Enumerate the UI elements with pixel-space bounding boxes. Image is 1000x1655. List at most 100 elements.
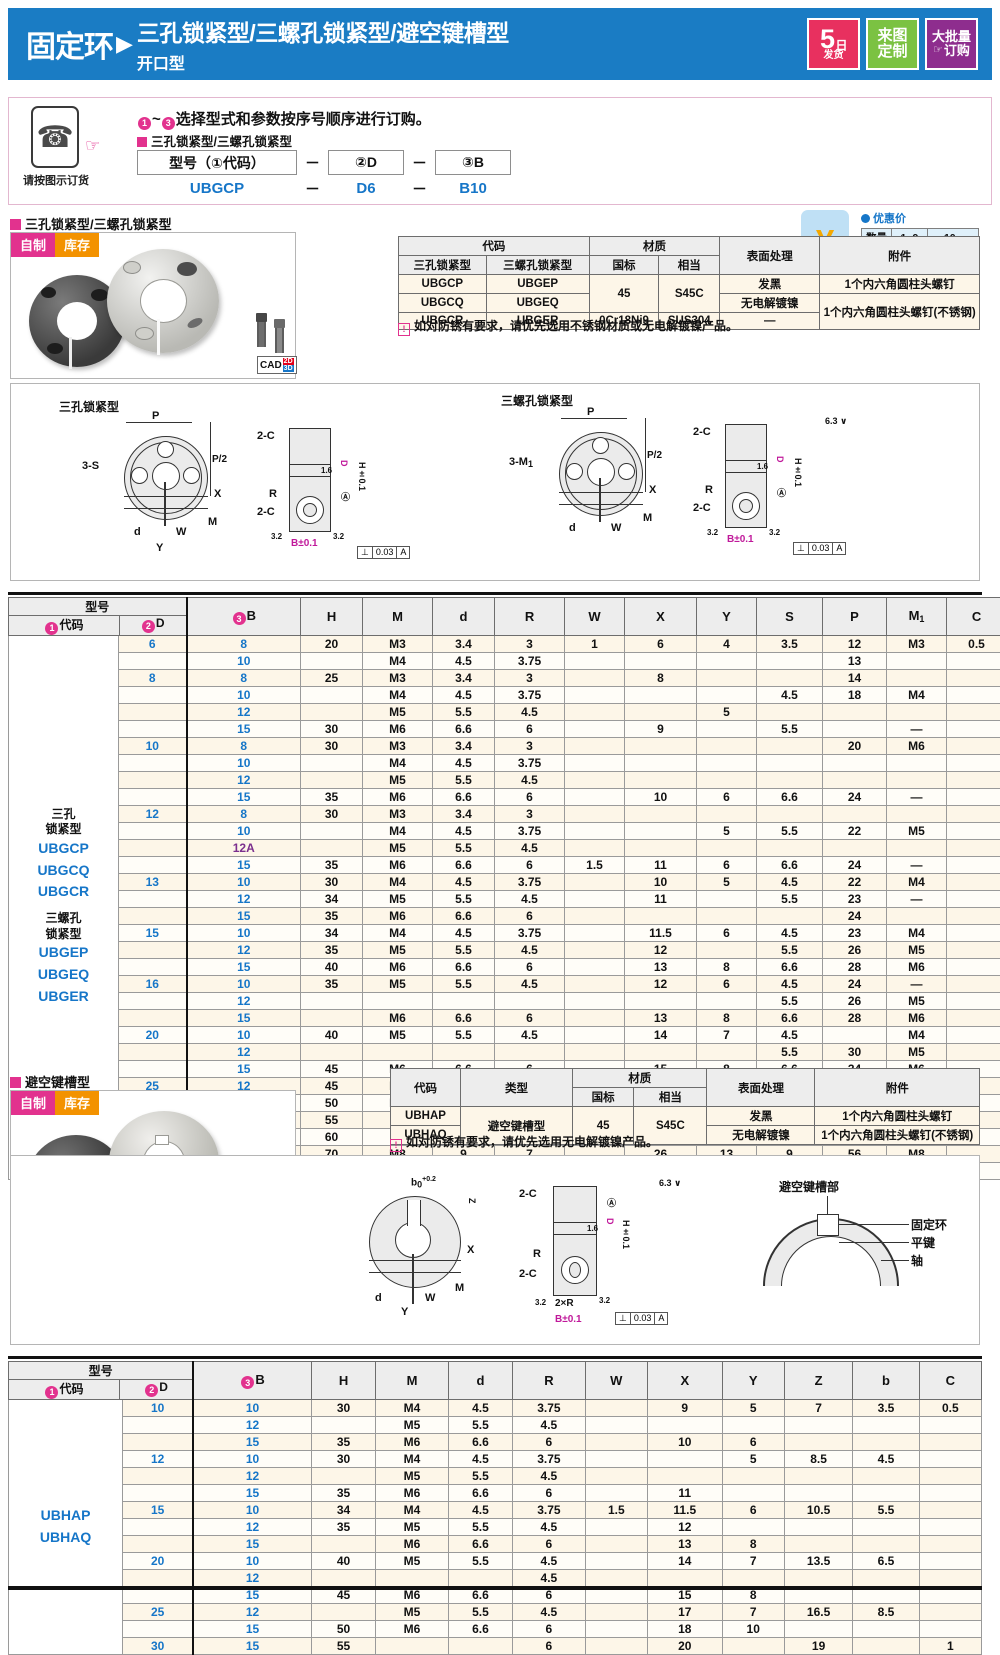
cell-C: 1 bbox=[919, 1637, 981, 1654]
page-subtitle: 三孔锁紧型/三螺孔锁紧型/避空键槽型 bbox=[137, 14, 509, 48]
cell-C bbox=[947, 686, 1000, 703]
dim2-head-m: M bbox=[376, 1362, 449, 1400]
cell-C bbox=[947, 771, 1000, 788]
cell-d: 6.6 bbox=[448, 1433, 512, 1450]
tag-in-stock: 库存 bbox=[55, 233, 99, 257]
spec1-row-1: UBGCP UBGEP 45 S45C 发黑 1个内六角圆柱头螺钉 bbox=[399, 275, 980, 294]
exclamation-icon: ! bbox=[398, 323, 410, 336]
cell-B: 12 bbox=[193, 1569, 311, 1586]
cell-D bbox=[119, 703, 187, 720]
discount-title: 优惠价 bbox=[861, 210, 979, 226]
cell-X bbox=[625, 771, 697, 788]
spec2-head-surface: 表面处理 bbox=[707, 1069, 815, 1107]
cell-P: 18 bbox=[823, 686, 887, 703]
cell-D bbox=[119, 839, 187, 856]
cell-Y bbox=[697, 890, 757, 907]
cell-C bbox=[947, 737, 1000, 754]
spec1-head-gb: 国标 bbox=[589, 256, 659, 275]
cell-d: 6.6 bbox=[448, 1484, 512, 1501]
cell-W bbox=[585, 1467, 647, 1484]
cell-H: 34 bbox=[311, 1501, 375, 1518]
cell-M: M4 bbox=[376, 1501, 449, 1518]
cell-D bbox=[123, 1620, 194, 1637]
cell-C bbox=[919, 1620, 981, 1637]
code-cell-b[interactable]: ③B bbox=[435, 150, 511, 175]
spec2-head-material: 材质 bbox=[573, 1069, 707, 1088]
dim2-head-x: X bbox=[647, 1362, 722, 1400]
cell-S: 6.6 bbox=[757, 856, 823, 873]
cell-d: 5.5 bbox=[448, 1416, 512, 1433]
cell-D: 15 bbox=[123, 1501, 194, 1518]
code-cell-model[interactable]: 型号（①代码） bbox=[137, 150, 297, 175]
cell-S: 3.5 bbox=[757, 635, 823, 652]
cell-Z: 10.5 bbox=[784, 1501, 852, 1518]
cell-B: 12 bbox=[193, 1518, 311, 1535]
cell-R: 3.75 bbox=[495, 754, 565, 771]
cell-B: 10 bbox=[187, 822, 301, 839]
cell-D: 6 bbox=[119, 635, 187, 652]
cell-d bbox=[448, 1569, 512, 1586]
detail-title: 避空键槽部 bbox=[779, 1178, 839, 1195]
cell-d: 4.5 bbox=[433, 754, 495, 771]
cell-B: 12 bbox=[187, 941, 301, 958]
cell-Y: 6 bbox=[722, 1433, 784, 1450]
cell-Y bbox=[697, 720, 757, 737]
cell-Y bbox=[697, 737, 757, 754]
cell-M1: M6 bbox=[887, 958, 947, 975]
cell-C bbox=[947, 907, 1000, 924]
cell-H: 35 bbox=[301, 788, 363, 805]
cell-D bbox=[123, 1569, 194, 1586]
spec2-acc-2: 1个内六角圆柱头螺钉(不锈钢) bbox=[815, 1126, 980, 1145]
cell-M: M5 bbox=[363, 1026, 433, 1043]
pointing-hand-icon: ☞ bbox=[85, 136, 100, 156]
drawing-side-view-right: 2-C R 2-C H±0.1 D 1.6 Ⓐ 3.2 3.2 B±0.1 6.… bbox=[697, 414, 877, 554]
spec2-surface-2: 无电解镀镍 bbox=[707, 1126, 815, 1145]
cell-P bbox=[823, 754, 887, 771]
product-photo-silver-collar bbox=[107, 249, 219, 353]
cell-S: 5.5 bbox=[757, 890, 823, 907]
badge-bulk-line2: 订购 bbox=[944, 44, 970, 58]
cad-2d-icon: 2D bbox=[283, 358, 294, 365]
step-1-icon: 1 bbox=[138, 117, 151, 130]
cell-M: M4 bbox=[363, 822, 433, 839]
code-cell-d[interactable]: ②D bbox=[328, 150, 404, 175]
dim1-head-model-top: 型号 bbox=[9, 598, 186, 616]
cell-R: 3.75 bbox=[513, 1399, 586, 1416]
cell-W bbox=[565, 907, 625, 924]
cell-R: 6 bbox=[495, 907, 565, 924]
cell-W bbox=[585, 1637, 647, 1654]
cell-P: 24 bbox=[823, 788, 887, 805]
drawing-front-view-right: P 3-M1 P/2 X d W M bbox=[551, 414, 651, 554]
cell-W bbox=[585, 1569, 647, 1586]
cell-Z bbox=[784, 1416, 852, 1433]
cell-M1: M4 bbox=[887, 924, 947, 941]
cell-M: M4 bbox=[376, 1450, 449, 1467]
cell-Y: 5 bbox=[722, 1450, 784, 1467]
cell-d: 5.5 bbox=[448, 1467, 512, 1484]
cell-P: 26 bbox=[823, 941, 887, 958]
cell-P bbox=[823, 720, 887, 737]
section-2-bullet-icon bbox=[10, 1077, 21, 1088]
cell-D bbox=[119, 771, 187, 788]
cad-download-button[interactable]: CAD 2D 3D bbox=[257, 356, 297, 374]
cell-d: 4.5 bbox=[433, 924, 495, 941]
cell-X: 20 bbox=[647, 1637, 722, 1654]
cell-W bbox=[565, 958, 625, 975]
cell-B: 15 bbox=[187, 856, 301, 873]
cell-Y: 6 bbox=[697, 788, 757, 805]
cell-H: 50 bbox=[301, 1094, 363, 1111]
cell-d: 5.5 bbox=[448, 1552, 512, 1569]
cell-W bbox=[565, 1043, 625, 1060]
photo-bolt-2 bbox=[275, 319, 284, 353]
cell-D: 15 bbox=[119, 924, 187, 941]
cell-S: 5.5 bbox=[757, 1043, 823, 1060]
cell-W: 1 bbox=[565, 635, 625, 652]
section-1-tags: 自制 库存 bbox=[11, 233, 99, 257]
cell-d: 4.5 bbox=[448, 1399, 512, 1416]
discount-title-text: 优惠价 bbox=[873, 213, 906, 225]
